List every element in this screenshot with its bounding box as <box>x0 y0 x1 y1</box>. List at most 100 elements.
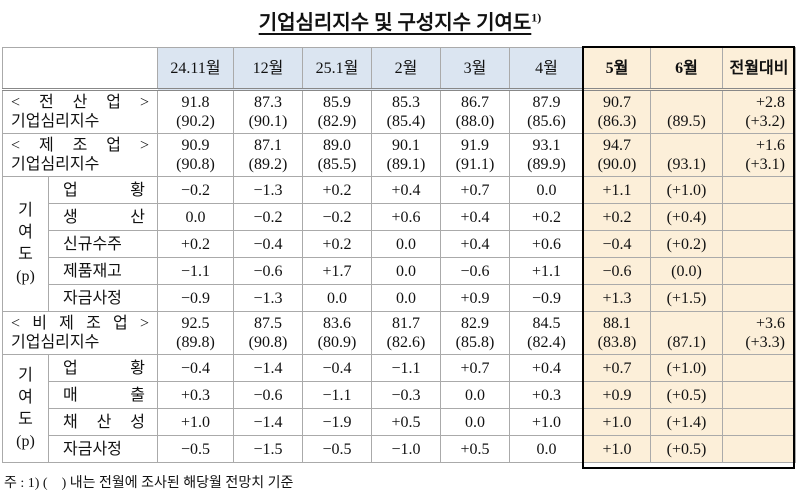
value-cell: −0.6 <box>583 257 651 285</box>
item-label: 생 산 <box>48 203 158 231</box>
spacer <box>655 93 718 112</box>
index-row: < 전 산 업 > 기업심리지수 91.8 (90.2) 87.3 (90.1) 85.9 (… <box>2 89 796 134</box>
column-header: 12월 <box>233 47 303 91</box>
item-label: 제품재고 <box>48 257 158 285</box>
value-cell: 0.0 <box>302 284 372 312</box>
value-cell: −0.4 <box>157 354 234 382</box>
value-cell: 87.5 (90.8) <box>233 311 303 355</box>
forecast-value: (89.2) <box>248 156 288 173</box>
value-cell: +0.9 <box>583 381 651 409</box>
forecast-value: (89.5) <box>667 113 706 130</box>
forecast-value: (85.4) <box>386 113 426 130</box>
actual-value: +2.8 <box>755 94 785 111</box>
value-cell: (+1.0) <box>650 354 723 382</box>
row-label-line: 기업심리지수 <box>11 113 100 130</box>
value-cell: 87.1 (89.2) <box>233 133 303 177</box>
value-cell: 0.0 <box>509 435 584 463</box>
value-cell: −0.6 <box>440 257 510 285</box>
value-cell: +0.4 <box>509 354 584 382</box>
column-header: 6월 <box>650 47 723 91</box>
forecast-value: (90.1) <box>248 113 288 130</box>
item-label: 매 출 <box>48 381 158 409</box>
actual-value: 87.1 <box>254 137 282 154</box>
value-cell: +0.2 <box>509 203 584 231</box>
corner-cell <box>2 47 158 91</box>
forecast-value: (87.1) <box>667 334 706 351</box>
value-cell: (93.1) <box>650 133 723 177</box>
forecast-value: (+3.2) <box>745 113 785 130</box>
empty-cell <box>722 176 796 204</box>
forecast-value: (89.9) <box>527 156 566 173</box>
column-header: 3월 <box>440 47 510 91</box>
column-header: 24.11월 <box>157 47 234 91</box>
value-cell: 90.7 (86.3) <box>583 89 651 134</box>
forecast-value: (82.9) <box>317 113 357 130</box>
value-cell: 93.1 (89.9) <box>509 133 584 177</box>
value-cell: −0.2 <box>233 203 303 231</box>
spacer <box>655 136 718 155</box>
value-cell: 81.7 (82.6) <box>371 311 441 355</box>
forecast-value: (85.6) <box>527 113 566 130</box>
value-cell: (+0.4) <box>650 203 723 231</box>
group-label-char: (p) <box>16 432 35 450</box>
footnote: 주 : 1) ( ) 내는 전월에 조사된 해당월 전망치 기준 <box>4 476 294 491</box>
value-cell: 0.0 <box>371 284 441 312</box>
value-cell: 94.7 (90.0) <box>583 133 651 177</box>
value-cell: −0.3 <box>371 381 441 409</box>
actual-value: 90.9 <box>181 137 210 154</box>
value-cell: +1.1 <box>509 257 584 285</box>
actual-value: 87.3 <box>254 94 282 111</box>
value-cell: 0.0 <box>440 381 510 409</box>
value-cell: −0.6 <box>233 257 303 285</box>
column-header: 4월 <box>509 47 584 91</box>
contribution-row: 채 산 성 +1.0 −1.4 −1.9 +0.5 0.0 +1.0 +1.0 (+1.4) <box>3 408 796 436</box>
actual-value: 82.9 <box>461 315 489 332</box>
item-label: 자금사정 <box>48 435 158 463</box>
empty-cell <box>722 408 796 436</box>
actual-value: 85.3 <box>392 94 420 111</box>
value-cell: +0.3 <box>157 381 234 409</box>
contribution-row: 매 출 +0.3 −0.6 −1.1 −0.3 0.0 +0.3 +0.9 (+0.5) <box>3 381 796 409</box>
actual-value: 90.7 <box>603 94 631 111</box>
empty-cell <box>722 381 796 409</box>
value-cell: +0.4 <box>440 230 510 258</box>
value-cell: −0.4 <box>302 354 372 382</box>
row-label: < 제 조 업 > 기업심리지수 <box>2 133 158 177</box>
title-text: 기업심리지수 및 구성지수 기여도 <box>258 12 532 34</box>
value-cell: −1.5 <box>233 435 303 463</box>
value-cell: 83.6 (80.9) <box>302 311 372 355</box>
value-cell: 87.9 (85.6) <box>509 89 584 134</box>
value-cell: +1.0 <box>509 408 584 436</box>
value-cell: +1.6 (+3.1) <box>722 133 796 177</box>
forecast-value: (90.8) <box>248 334 288 351</box>
column-header: 25.1월 <box>302 47 372 91</box>
actual-value: 88.1 <box>603 315 631 332</box>
item-label: 채 산 성 <box>48 408 158 436</box>
row-label-line: 기업심리지수 <box>11 334 100 351</box>
value-cell: −0.5 <box>302 435 372 463</box>
empty-cell <box>722 284 796 312</box>
forecast-value: (93.1) <box>667 156 706 173</box>
actual-value: 91.9 <box>461 137 489 154</box>
value-cell: +3.6 (+3.3) <box>722 311 796 355</box>
group-label-char: 여 <box>18 224 33 241</box>
value-cell: (87.1) <box>650 311 723 355</box>
empty-cell <box>722 435 796 463</box>
value-cell: −1.3 <box>233 176 303 204</box>
forecast-value: (85.5) <box>317 156 357 173</box>
value-cell: 0.0 <box>157 203 234 231</box>
value-cell: +1.0 <box>583 408 651 436</box>
actual-value: 90.1 <box>392 137 420 154</box>
contribution-row: 기 여 도 (p) 업 황 −0.2 −1.3 +0.2 +0.4 +0.7 0.0 +1.1 (+1.… <box>2 176 796 312</box>
empty-cell <box>722 354 796 382</box>
forecast-value: (90.0) <box>597 156 637 173</box>
forecast-value: (90.8) <box>176 156 215 173</box>
actual-value: 91.8 <box>181 94 210 111</box>
value-cell: +0.4 <box>371 176 441 204</box>
value-cell: +0.2 <box>157 230 234 258</box>
group-label: 기 여 도 (p) <box>2 354 49 463</box>
contribution-row: 자금사정 −0.5 −1.5 −0.5 −1.0 +0.5 0.0 +1.0 (+0.5) <box>3 435 796 463</box>
value-cell: +0.3 <box>509 381 584 409</box>
value-cell: 0.0 <box>440 408 510 436</box>
